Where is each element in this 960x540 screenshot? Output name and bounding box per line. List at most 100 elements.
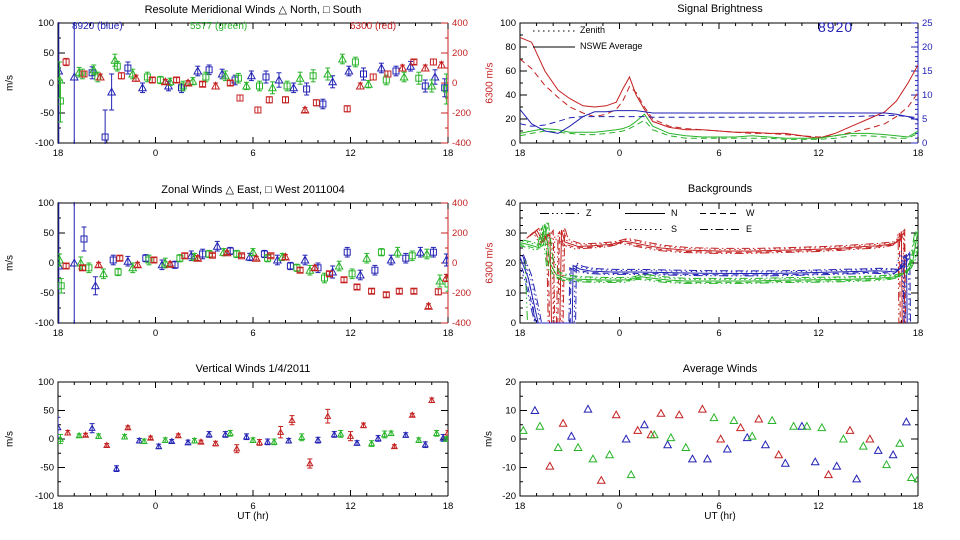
svg-text:-400: -400 xyxy=(452,318,471,329)
legend-n-label: N xyxy=(671,208,678,218)
svg-text:0: 0 xyxy=(49,258,54,269)
svg-text:25: 25 xyxy=(922,18,933,29)
svg-text:6: 6 xyxy=(250,328,255,339)
svg-text:6: 6 xyxy=(250,501,255,512)
zonal-right-axis-label: 6300 m/s xyxy=(484,242,496,284)
svg-text:-100: -100 xyxy=(35,491,54,502)
svg-text:200: 200 xyxy=(452,228,468,239)
svg-text:0: 0 xyxy=(922,138,927,149)
svg-text:20: 20 xyxy=(505,114,516,125)
svg-text:18: 18 xyxy=(913,328,924,339)
svg-text:6: 6 xyxy=(716,501,721,512)
svg-text:-200: -200 xyxy=(452,288,471,299)
svg-text:0: 0 xyxy=(617,148,622,159)
vertical-winds-title: Vertical Winds 1/4/2011 xyxy=(195,363,311,375)
legend-s-label: S xyxy=(671,224,678,234)
svg-text:100: 100 xyxy=(38,377,54,388)
svg-text:18: 18 xyxy=(53,148,64,159)
svg-text:12: 12 xyxy=(345,328,356,339)
svg-text:18: 18 xyxy=(913,148,924,159)
svg-text:18: 18 xyxy=(913,501,924,512)
svg-text:-100: -100 xyxy=(35,318,54,329)
zonal-winds-title: Zonal Winds △ East, □ West 2011004 xyxy=(161,184,345,196)
svg-text:20: 20 xyxy=(922,42,933,53)
meridional-right-axis-label: 6300 m/s xyxy=(484,62,496,104)
legend-e-label: E xyxy=(746,224,753,234)
vertical-x-axis-label: UT (hr) xyxy=(237,511,269,522)
svg-text:0: 0 xyxy=(511,138,516,149)
svg-text:50: 50 xyxy=(43,228,54,239)
svg-text:100: 100 xyxy=(38,198,54,209)
average-x-axis-label: UT (hr) xyxy=(704,511,736,522)
svg-text:15: 15 xyxy=(922,66,933,77)
svg-text:-200: -200 xyxy=(452,108,471,119)
svg-text:-20: -20 xyxy=(502,491,516,502)
svg-text:200: 200 xyxy=(452,48,468,59)
svg-text:50: 50 xyxy=(43,406,54,417)
svg-text:5: 5 xyxy=(922,114,927,125)
svg-text:12: 12 xyxy=(813,501,824,512)
svg-text:0: 0 xyxy=(452,78,457,89)
svg-text:18: 18 xyxy=(515,501,526,512)
meridional-winds-title: Resolute Meridional Winds △ North, □ Sou… xyxy=(144,4,362,16)
svg-text:50: 50 xyxy=(43,48,54,59)
svg-text:10: 10 xyxy=(505,288,516,299)
svg-text:10: 10 xyxy=(505,406,516,417)
svg-text:-400: -400 xyxy=(452,138,471,149)
svg-text:400: 400 xyxy=(452,198,468,209)
svg-text:0: 0 xyxy=(49,78,54,89)
svg-text:-50: -50 xyxy=(40,288,54,299)
svg-text:-100: -100 xyxy=(35,138,54,149)
svg-text:6: 6 xyxy=(716,328,721,339)
signal-brightness-title: Signal Brightness xyxy=(677,3,763,15)
svg-text:18: 18 xyxy=(53,501,64,512)
annotation-6300-red: 6300 (red) xyxy=(350,21,397,32)
svg-text:100: 100 xyxy=(500,18,516,29)
svg-text:18: 18 xyxy=(443,328,454,339)
svg-text:0: 0 xyxy=(452,258,457,269)
svg-text:0: 0 xyxy=(153,148,158,159)
svg-text:6: 6 xyxy=(716,148,721,159)
svg-text:0: 0 xyxy=(511,318,516,329)
svg-text:0: 0 xyxy=(49,434,54,445)
vertical-y-axis-label: m/s xyxy=(4,430,16,448)
legend-nswe-average-label: NSWE Average xyxy=(580,41,643,51)
svg-text:0: 0 xyxy=(617,501,622,512)
legend-z-label: Z xyxy=(586,208,592,218)
average-winds-title: Average Winds xyxy=(682,363,758,375)
svg-text:12: 12 xyxy=(345,148,356,159)
svg-text:40: 40 xyxy=(505,198,516,209)
svg-text:0: 0 xyxy=(511,434,516,445)
svg-text:18: 18 xyxy=(515,328,526,339)
svg-text:400: 400 xyxy=(452,18,468,29)
svg-text:6: 6 xyxy=(250,148,255,159)
svg-text:12: 12 xyxy=(813,148,824,159)
svg-text:10: 10 xyxy=(922,90,933,101)
svg-text:12: 12 xyxy=(813,328,824,339)
svg-text:12: 12 xyxy=(345,501,356,512)
svg-text:0: 0 xyxy=(617,328,622,339)
annotation-5577-green: 5577 (green) xyxy=(190,21,248,32)
legend-w-label: W xyxy=(746,208,755,218)
svg-text:18: 18 xyxy=(443,501,454,512)
average-y-axis-label: m/s xyxy=(483,430,495,448)
svg-text:100: 100 xyxy=(38,18,54,29)
svg-text:-50: -50 xyxy=(40,463,54,474)
svg-text:0: 0 xyxy=(153,501,158,512)
annotation-8920: 8920 xyxy=(818,19,854,35)
svg-text:-50: -50 xyxy=(40,108,54,119)
svg-text:18: 18 xyxy=(515,148,526,159)
zonal-y-axis-label: m/s xyxy=(4,254,16,272)
svg-text:60: 60 xyxy=(505,66,516,77)
svg-text:-10: -10 xyxy=(502,463,516,474)
svg-text:30: 30 xyxy=(505,228,516,239)
svg-text:80: 80 xyxy=(505,42,516,53)
svg-text:0: 0 xyxy=(153,328,158,339)
annotation-8920-blue: 8920 (blue) xyxy=(72,21,123,32)
legend-zenith-label: Zenith xyxy=(580,25,606,35)
svg-text:18: 18 xyxy=(53,328,64,339)
svg-text:40: 40 xyxy=(505,90,516,101)
meridional-y-axis-label: m/s xyxy=(4,74,16,92)
